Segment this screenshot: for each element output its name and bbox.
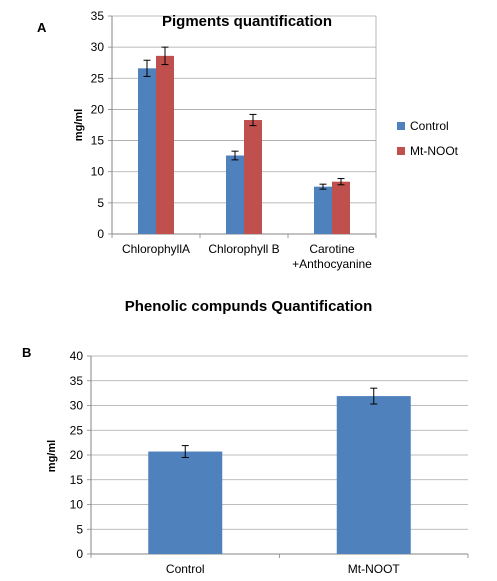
y-tick-label: 20 — [91, 102, 105, 116]
yticks-a: 0 5 10 15 20 25 30 35 — [91, 9, 112, 241]
bar-mt-noot-1 — [244, 120, 262, 234]
y-tick-label: 25 — [91, 71, 105, 85]
x-tick-label: Carotine — [309, 242, 355, 256]
x-tick-label: +Anthocyanine — [292, 257, 372, 271]
chart-title-a: Pigments quantification — [162, 13, 332, 30]
bar-control-1 — [226, 155, 244, 234]
x-tick-label: ChlorophyllA — [122, 242, 190, 256]
legend-swatch-mt-noot — [397, 147, 405, 155]
y-tick-label: 0 — [97, 227, 104, 241]
chart-title-b: Phenolic compunds Quantification — [124, 298, 373, 315]
panel-letter-a: A — [37, 20, 47, 35]
panel-letter-b: B — [22, 345, 32, 360]
y-axis-label-b: mg/ml — [46, 440, 58, 472]
y-axis-label-a: mg/ml — [73, 109, 85, 141]
y-tick-label: 10 — [91, 165, 105, 179]
gridlines-b — [90, 355, 468, 555]
bar-control-0 — [138, 68, 156, 234]
y-tick-label: 35 — [70, 374, 84, 388]
bar-series-1 — [336, 396, 411, 554]
y-tick-label: 0 — [76, 547, 83, 561]
yticks-b: 0 5 10 15 20 25 30 35 40 — [70, 349, 91, 561]
legend-a: Control Mt-NOOt — [397, 119, 459, 158]
x-tick-label: Mt-NOOT — [348, 562, 401, 576]
bars-b — [148, 387, 411, 554]
bar-control-2 — [314, 186, 332, 234]
x-tick-label: Chlorophyll B — [208, 242, 279, 256]
y-tick-label: 10 — [70, 498, 84, 512]
y-tick-label: 40 — [70, 349, 84, 363]
xticks-a: ChlorophyllA Chlorophyll B Carotine+Anthoc… — [111, 234, 377, 271]
legend-swatch-control — [397, 122, 405, 130]
y-tick-label: 30 — [91, 40, 105, 54]
x-tick-label: Control — [166, 562, 205, 576]
y-tick-label: 15 — [91, 134, 105, 148]
pigments-chart: 0 5 10 15 20 25 30 35 ChlorophyllA Chlorophyll B… — [73, 9, 459, 271]
y-tick-label: 5 — [76, 522, 83, 536]
xticks-b: Control Mt-NOOT — [90, 554, 469, 576]
bar-series-0 — [148, 451, 223, 554]
y-tick-label: 20 — [70, 448, 84, 462]
legend-label: Mt-NOOt — [410, 144, 459, 158]
legend-label: Control — [410, 119, 449, 133]
y-tick-label: 25 — [70, 423, 84, 437]
bar-mt-noot-2 — [332, 181, 350, 234]
y-tick-label: 35 — [91, 9, 105, 23]
bars-a — [138, 46, 350, 235]
y-tick-label: 30 — [70, 399, 84, 413]
bar-mt-noot-0 — [156, 55, 174, 235]
y-tick-label: 5 — [97, 196, 104, 210]
y-tick-label: 15 — [70, 473, 84, 487]
